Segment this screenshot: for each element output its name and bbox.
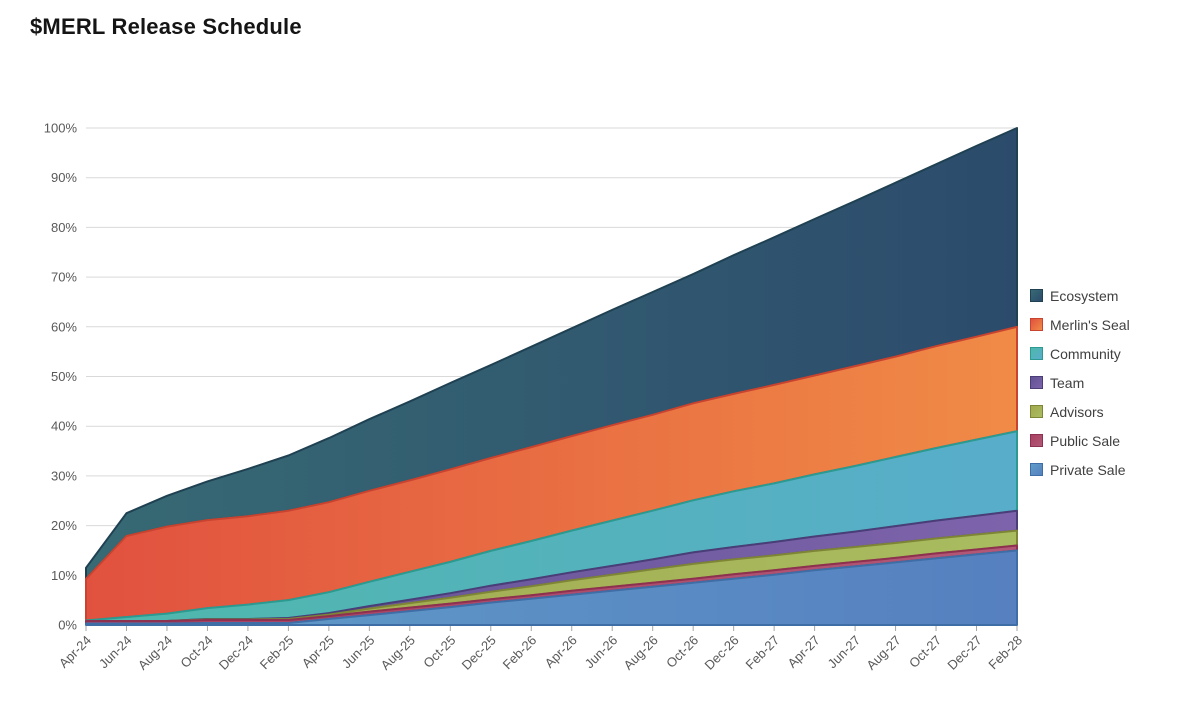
area-private-sale xyxy=(85,549,1018,626)
legend-item-advisors: Advisors xyxy=(1030,397,1130,426)
x-axis-label: Aug-25 xyxy=(378,633,418,673)
x-axis-label: Feb-27 xyxy=(743,633,783,673)
y-axis-label: 50% xyxy=(51,369,77,384)
y-axis-label: 20% xyxy=(51,518,77,533)
chart-title: $MERL Release Schedule xyxy=(30,14,302,39)
y-axis-label: 80% xyxy=(51,220,77,235)
legend-swatch-community xyxy=(1030,347,1043,360)
x-axis-label: Aug-26 xyxy=(621,633,661,673)
legend-label: Ecosystem xyxy=(1050,287,1119,304)
legend-item-merlin-s-seal: Merlin's Seal xyxy=(1030,310,1130,339)
x-axis-label: Jun-25 xyxy=(339,633,378,672)
y-axis-label: 60% xyxy=(51,319,77,334)
legend-swatch-public-sale xyxy=(1030,434,1043,447)
legend-swatch-ecosystem xyxy=(1030,289,1043,302)
y-axis-label: 10% xyxy=(51,568,77,583)
x-axis-label: Apr-25 xyxy=(299,633,337,671)
y-axis-label: 40% xyxy=(51,419,77,434)
legend-label: Public Sale xyxy=(1050,432,1121,449)
y-axis-label: 70% xyxy=(51,270,77,285)
x-axis-label: Dec-27 xyxy=(944,633,984,673)
legend-item-ecosystem: Ecosystem xyxy=(1030,281,1130,310)
legend-item-community: Community xyxy=(1030,339,1130,368)
x-axis-label: Aug-24 xyxy=(135,633,175,673)
legend-label: Merlin's Seal xyxy=(1050,316,1130,333)
x-axis-label: Feb-25 xyxy=(257,633,297,673)
chart-legend: Ecosystem Merlin's Seal Community Team Advis… xyxy=(1030,281,1130,484)
x-axis-label: Apr-27 xyxy=(785,633,823,671)
x-axis-label: Jun-24 xyxy=(96,633,135,672)
x-axis-label: Dec-26 xyxy=(702,633,742,673)
plot-area xyxy=(85,127,1018,626)
x-axis-label: Oct-27 xyxy=(906,633,944,671)
x-axis-label: Jun-26 xyxy=(582,633,621,672)
x-axis-label: Dec-25 xyxy=(459,633,499,673)
x-axis-label: Oct-25 xyxy=(420,633,458,671)
y-axis-label: 0% xyxy=(58,618,77,633)
legend-label: Team xyxy=(1050,374,1085,391)
y-axis: 0% 10% 20% 30% 40% 50% 60% 70% 80% 90% 100% xyxy=(44,121,78,633)
y-axis-label: 100% xyxy=(44,121,78,136)
legend-swatch-advisors xyxy=(1030,405,1043,418)
x-axis-label: Aug-27 xyxy=(863,633,903,673)
legend-item-team: Team xyxy=(1030,368,1130,397)
legend-swatch-merlin-s-seal xyxy=(1030,318,1043,331)
y-axis-label: 90% xyxy=(51,170,77,185)
x-axis-label: Oct-26 xyxy=(663,633,701,671)
x-axis-label: Dec-24 xyxy=(216,633,256,673)
y-axis-label: 30% xyxy=(51,468,77,483)
x-axis-label: Jun-27 xyxy=(824,633,863,672)
x-axis-label: Apr-26 xyxy=(542,633,580,671)
legend-item-public-sale: Public Sale xyxy=(1030,426,1130,455)
legend-label: Advisors xyxy=(1050,403,1104,420)
legend-item-private-sale: Private Sale xyxy=(1030,455,1130,484)
legend-label: Community xyxy=(1050,345,1121,362)
x-axis-label: Feb-28 xyxy=(985,633,1025,673)
x-axis: Apr-24 Jun-24 Aug-24 Oct-24 Dec-24 Feb-25 Apr-… xyxy=(56,626,1025,673)
legend-swatch-team xyxy=(1030,376,1043,389)
x-axis-label: Feb-26 xyxy=(500,633,540,673)
x-axis-label: Apr-24 xyxy=(56,633,94,671)
legend-label: Private Sale xyxy=(1050,461,1126,478)
legend-swatch-private-sale xyxy=(1030,463,1043,476)
x-axis-label: Oct-24 xyxy=(177,633,215,671)
